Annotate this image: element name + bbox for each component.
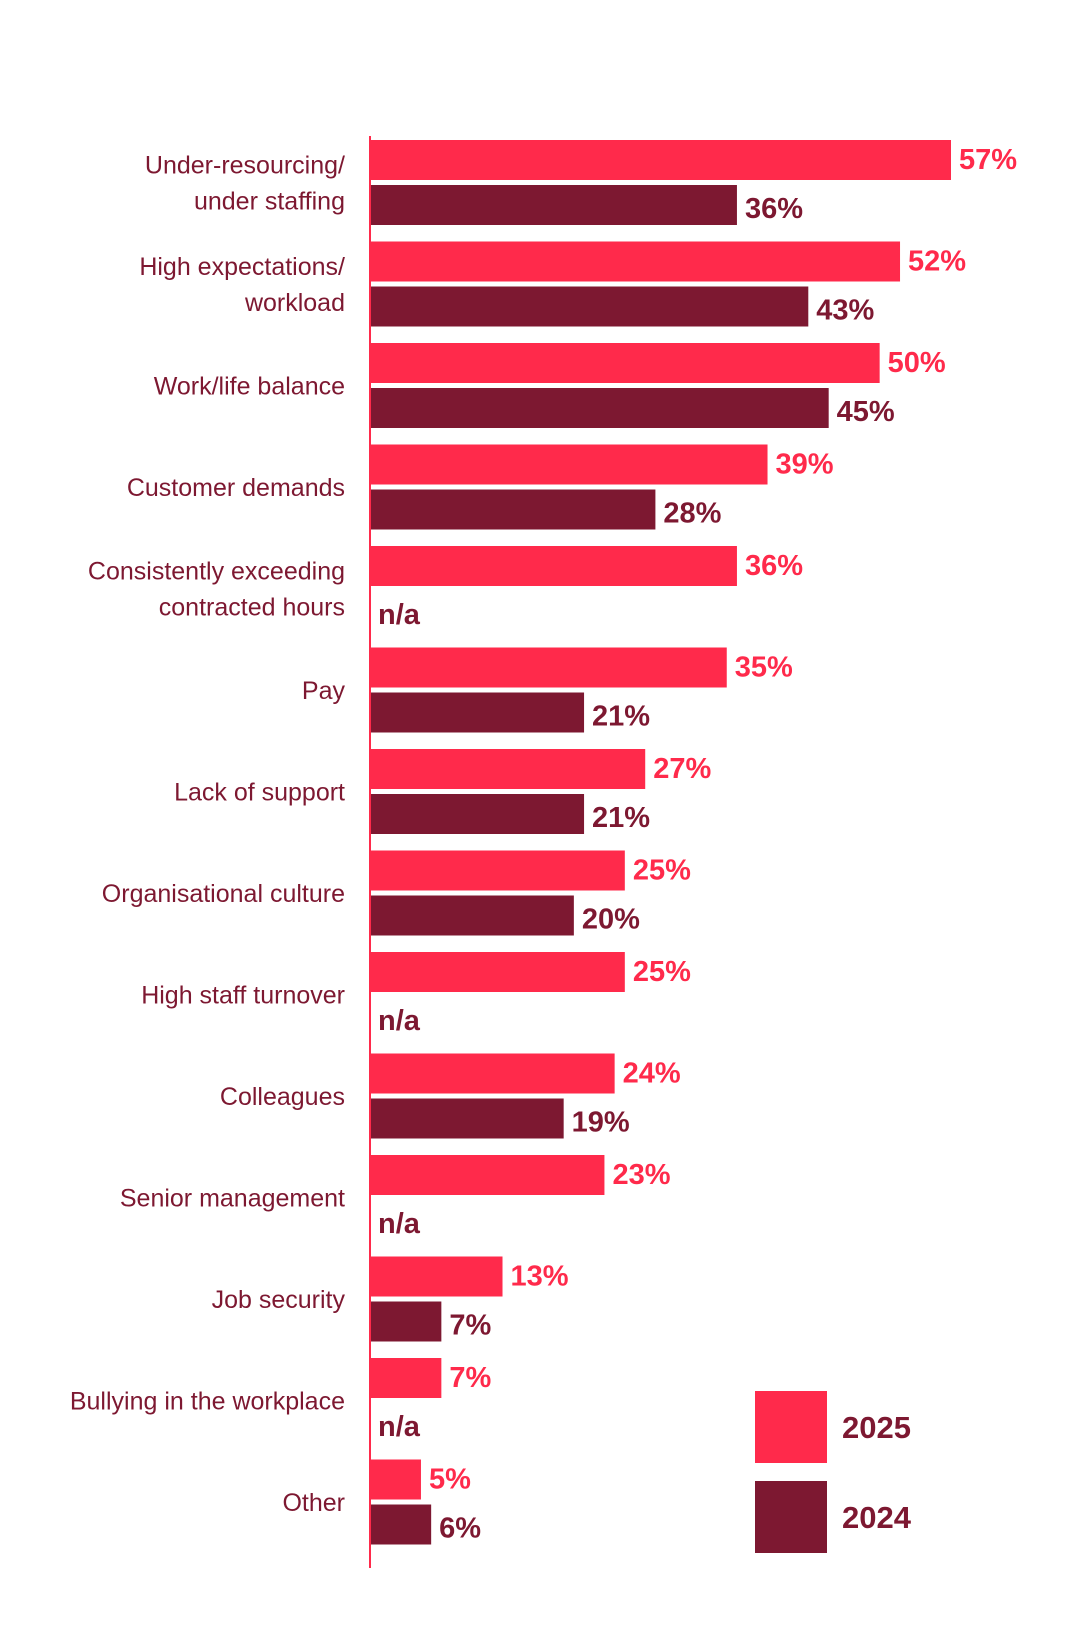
value-label-2024-na: n/a [378,1005,421,1037]
category-label-line: Lack of support [174,779,345,807]
value-label-2025: 39% [776,449,834,481]
value-label-2024: 6% [439,1513,481,1545]
value-label-2024: 21% [592,701,650,733]
bar-2025 [370,952,625,992]
value-label-2024: 28% [663,498,721,530]
value-label-2024: 19% [572,1107,630,1139]
category-label-line: contracted hours [159,594,345,622]
category-label: Other [282,1489,345,1517]
bar-2024 [370,692,585,733]
category-label-line: Other [282,1489,345,1517]
category-label-line: Customer demands [127,474,345,502]
bar-2024 [370,1098,564,1139]
value-label-2024-na: n/a [378,599,421,631]
category-label: Work/life balance [154,373,345,401]
value-label-2024: 21% [592,802,650,834]
category-label-line: High expectations/ [139,253,345,281]
category-label: Organisational culture [102,880,345,908]
bar-2025 [370,241,901,282]
category-label-line: Pay [302,677,346,705]
value-label-2025: 13% [511,1261,569,1293]
category-label-line: Organisational culture [102,880,345,908]
value-label-2024: 43% [816,295,874,327]
value-label-2025: 35% [735,652,793,684]
value-label-2024: 7% [449,1310,491,1342]
bar-2025 [370,343,880,383]
category-label: Senior management [120,1185,345,1213]
value-label-2025: 27% [653,753,711,785]
category-label-line: under staffing [194,188,345,216]
bar-2024 [370,489,656,530]
category-label-line: Job security [212,1286,346,1314]
bar-2025 [370,647,727,688]
category-label: Customer demands [127,474,345,502]
legend-label-2025: 2025 [842,1410,911,1445]
bar-2025 [370,850,625,891]
category-label-line: Under-resourcing/ [145,152,345,180]
category-label: Bullying in the workplace [70,1388,345,1416]
value-label-2025: 36% [745,550,803,582]
bar-2024 [370,1504,432,1545]
value-label-2025: 24% [623,1058,681,1090]
bar-2025 [370,1256,503,1297]
category-label: High expectations/workload [139,253,345,317]
value-label-2025: 52% [908,246,966,278]
value-label-2025: 23% [612,1159,670,1191]
bar-2025 [370,1155,605,1195]
legend-label-2024: 2024 [842,1500,912,1535]
category-label-line: Work/life balance [154,373,345,401]
category-label: Under-resourcing/under staffing [145,152,345,216]
bar-2025 [370,1053,615,1094]
category-label-line: Bullying in the workplace [70,1388,345,1416]
value-label-2024: 20% [582,904,640,936]
value-label-2025: 57% [959,144,1017,176]
value-label-2025: 25% [633,855,691,887]
bar-2024 [370,286,809,327]
value-label-2025: 5% [429,1464,471,1496]
bar-2025 [370,546,737,586]
category-label: High staff turnover [141,982,345,1010]
value-label-2025: 50% [888,347,946,379]
bar-2024 [370,388,829,428]
category-label: Consistently exceeding contracted hours [88,558,345,622]
category-label-line: Colleagues [220,1083,345,1111]
value-label-2024: 45% [837,396,895,428]
bar-2025 [370,444,768,485]
bar-2025 [370,749,646,789]
category-label-line: High staff turnover [141,982,345,1010]
category-label-line: Consistently exceeding [88,558,345,586]
value-label-2025: 25% [633,956,691,988]
bar-2025 [370,1459,421,1500]
bar-2024 [370,185,737,225]
value-label-2024-na: n/a [378,1208,421,1240]
value-label-2024: 36% [745,193,803,225]
legend-swatch-2025 [755,1391,827,1463]
value-label-2024-na: n/a [378,1411,421,1443]
bar-2024 [370,794,585,834]
bar-2025 [370,140,951,180]
category-label-line: Senior management [120,1185,345,1213]
category-label: Pay [302,677,346,705]
bar-2024 [370,895,574,936]
bar-2025 [370,1358,442,1398]
category-label-line: workload [244,289,345,317]
value-label-2025: 7% [449,1362,491,1394]
legend-swatch-2024 [755,1481,827,1553]
category-label: Job security [212,1286,346,1314]
category-label: Colleagues [220,1083,345,1111]
category-label: Lack of support [174,779,345,807]
bar-2024 [370,1301,442,1342]
